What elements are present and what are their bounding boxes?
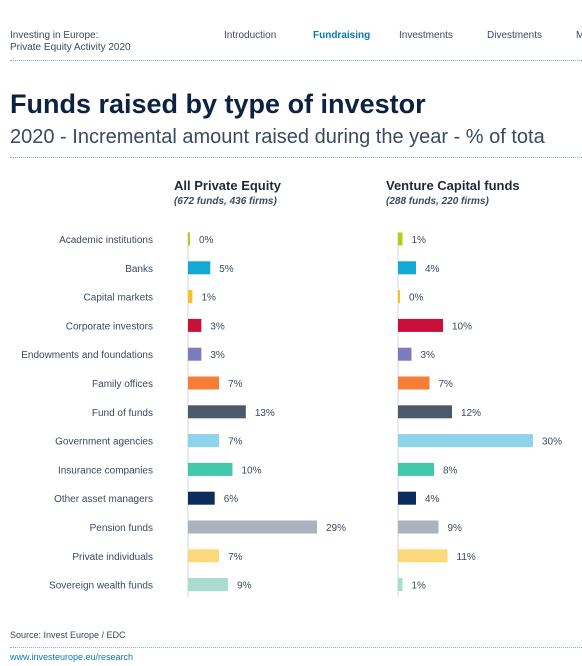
category-label: Endowments and foundations bbox=[21, 350, 153, 361]
data-label: 8% bbox=[443, 465, 458, 476]
bar bbox=[188, 491, 215, 505]
data-label: 10% bbox=[241, 465, 261, 476]
bar bbox=[398, 462, 434, 476]
data-label: 0% bbox=[409, 293, 424, 304]
category-label: Private individuals bbox=[72, 552, 153, 563]
bar bbox=[398, 549, 448, 563]
top-bar: Investing in Europe: Private Equity Acti… bbox=[0, 0, 582, 60]
category-label: Insurance companies bbox=[58, 465, 153, 476]
category-label: Fund of funds bbox=[92, 408, 153, 419]
report-brand[interactable]: Investing in Europe: Private Equity Acti… bbox=[10, 30, 131, 54]
bar bbox=[398, 405, 452, 419]
data-label: 3% bbox=[210, 321, 225, 332]
nav-investments[interactable]: Investments bbox=[399, 30, 453, 41]
data-label: 12% bbox=[461, 408, 481, 419]
data-label: 7% bbox=[228, 437, 243, 448]
data-label: 29% bbox=[326, 523, 346, 534]
funds-by-investor-chart: Academic institutions 0% 1% Banks 5% 4% Capita… bbox=[21, 232, 562, 597]
nav-introduction[interactable]: Introduction bbox=[224, 30, 277, 41]
bar bbox=[188, 434, 220, 448]
data-label: 4% bbox=[425, 494, 440, 505]
brand-line-2: Private Equity Activity 2020 bbox=[10, 42, 131, 53]
panel-title-vc: Venture Capital funds bbox=[386, 178, 520, 193]
bar bbox=[188, 405, 246, 419]
data-label: 0% bbox=[199, 235, 214, 246]
category-label: Banks bbox=[125, 264, 153, 275]
data-label: 10% bbox=[452, 321, 472, 332]
data-label: 13% bbox=[255, 408, 275, 419]
category-label: Family offices bbox=[92, 379, 153, 390]
bar bbox=[188, 347, 202, 361]
bar bbox=[188, 261, 211, 275]
nav-divestments[interactable]: Divestments bbox=[487, 30, 543, 41]
footer-divider bbox=[10, 647, 582, 648]
bar bbox=[188, 290, 193, 304]
bar bbox=[188, 520, 317, 534]
bar bbox=[398, 290, 400, 304]
category-label: Government agencies bbox=[55, 437, 153, 448]
data-label: 11% bbox=[457, 552, 476, 563]
brand-line-1: Investing in Europe: bbox=[10, 30, 99, 41]
bar bbox=[188, 318, 202, 332]
data-label: 7% bbox=[439, 379, 454, 390]
nav-more[interactable]: M bbox=[576, 30, 582, 41]
category-label: Sovereign wealth funds bbox=[49, 581, 153, 592]
bar bbox=[398, 491, 416, 505]
nav-fundraising[interactable]: Fundraising bbox=[313, 30, 371, 41]
bar bbox=[398, 318, 443, 332]
data-label: 4% bbox=[425, 264, 440, 275]
bar bbox=[398, 434, 533, 448]
data-label: 1% bbox=[412, 581, 427, 592]
data-label: 1% bbox=[201, 293, 216, 304]
category-label: Academic institutions bbox=[59, 235, 153, 246]
research-link[interactable]: www.investeurope.eu/research bbox=[10, 652, 134, 662]
data-label: 7% bbox=[228, 552, 243, 563]
data-label: 1% bbox=[412, 235, 427, 246]
bar bbox=[398, 376, 430, 390]
data-label: 9% bbox=[237, 581, 252, 592]
data-label: 30% bbox=[542, 437, 562, 448]
data-label: 3% bbox=[421, 350, 436, 361]
data-label: 9% bbox=[448, 523, 463, 534]
bar bbox=[398, 520, 439, 534]
bar bbox=[398, 578, 403, 592]
data-label: 3% bbox=[210, 350, 225, 361]
bar bbox=[398, 347, 412, 361]
bar bbox=[188, 232, 190, 246]
category-label: Corporate investors bbox=[66, 321, 153, 332]
data-label: 7% bbox=[228, 379, 243, 390]
data-label: 5% bbox=[219, 264, 234, 275]
category-label: Other asset managers bbox=[54, 494, 153, 505]
bar bbox=[398, 261, 416, 275]
bar bbox=[188, 578, 229, 592]
category-label: Pension funds bbox=[90, 523, 153, 534]
bar bbox=[188, 549, 220, 563]
header-divider bbox=[10, 60, 582, 61]
page-subtitle: 2020 - Incremental amount raised during … bbox=[10, 126, 545, 148]
panel-title-all-pe: All Private Equity bbox=[174, 178, 281, 193]
data-label: 6% bbox=[224, 494, 239, 505]
panel-subtitle-vc: (288 funds, 220 firms) bbox=[386, 196, 489, 207]
source-note: Source: Invest Europe / EDC bbox=[10, 630, 126, 640]
panel-subtitle-all-pe: (672 funds, 436 firms) bbox=[174, 196, 277, 207]
bar bbox=[188, 462, 233, 476]
bar bbox=[188, 376, 220, 390]
bar bbox=[398, 232, 403, 246]
category-label: Capital markets bbox=[84, 293, 153, 304]
title-divider bbox=[10, 157, 582, 158]
page-title: Funds raised by type of investor bbox=[10, 89, 426, 119]
